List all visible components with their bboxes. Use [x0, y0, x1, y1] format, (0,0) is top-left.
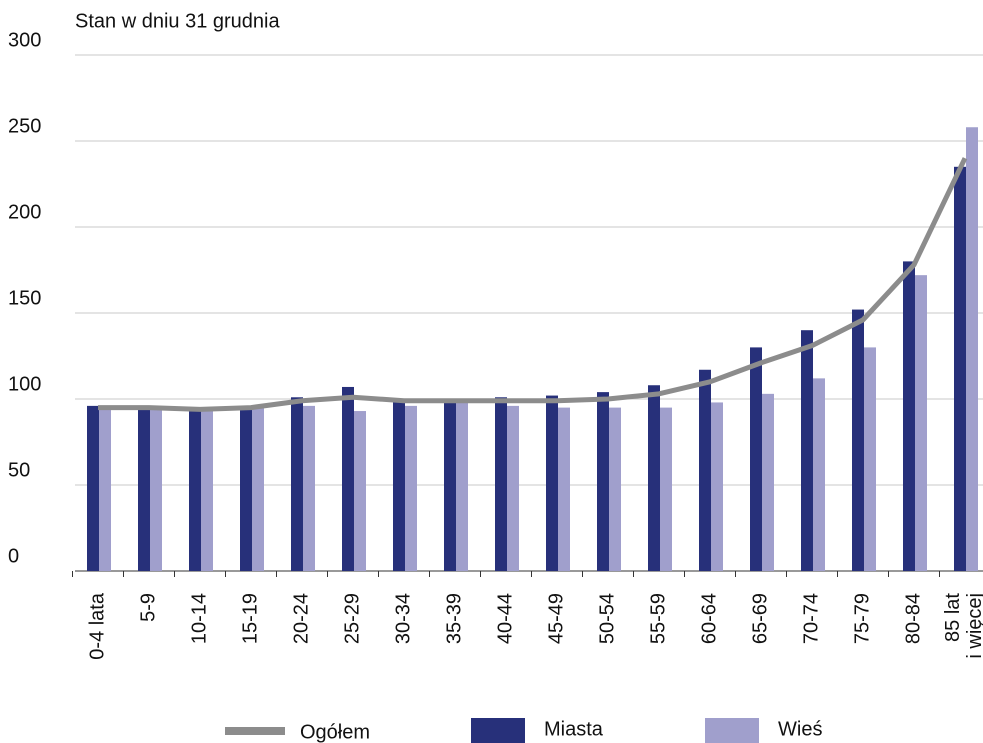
bar	[201, 409, 213, 571]
x-tick-label: 0-4 lata	[86, 592, 108, 660]
line	[98, 157, 968, 412]
x-tick-label: 80-84	[902, 593, 924, 644]
bar	[852, 309, 864, 571]
bar	[954, 166, 966, 572]
bar	[303, 405, 315, 571]
x-tick-label: 5-9	[137, 593, 159, 622]
x-tick-label: 55-59	[647, 593, 669, 644]
legend-swatch	[225, 727, 285, 735]
bar	[354, 411, 366, 571]
bar	[648, 385, 660, 571]
x-tick-label: 10-14	[188, 593, 210, 644]
x-tick-label-line: 85 lat	[942, 593, 964, 642]
legend-swatch	[705, 718, 759, 743]
x-tick-label: 40-44	[494, 593, 516, 644]
y-tick-label: 150	[8, 287, 41, 309]
y-tick-label: 100	[8, 373, 41, 395]
bar	[240, 407, 252, 571]
x-tick-label: 35-39	[443, 593, 465, 644]
bar	[546, 395, 558, 571]
bar	[87, 405, 99, 571]
x-tick-label: 20-24	[290, 593, 312, 644]
x-tick-label: 85 lati więcej	[942, 593, 983, 659]
bar	[444, 400, 456, 571]
bar	[813, 378, 825, 571]
bar	[660, 407, 672, 571]
bar	[138, 407, 150, 571]
bar	[903, 261, 915, 571]
x-tick-label: 45-49	[545, 593, 567, 644]
bar	[966, 127, 978, 572]
legend-label: Miasta	[544, 718, 604, 740]
bar	[915, 275, 927, 571]
x-tick-label: 60-64	[698, 593, 720, 644]
bar	[801, 330, 813, 571]
x-tick-label: 75-79	[851, 593, 873, 644]
y-tick-label: 300	[8, 29, 41, 51]
bar	[99, 407, 111, 571]
bar	[252, 407, 264, 571]
y-tick-label: 0	[8, 545, 19, 567]
bar	[750, 347, 762, 571]
bar	[864, 347, 876, 571]
bar	[150, 407, 162, 571]
bar	[456, 400, 468, 571]
bar	[558, 407, 570, 571]
bar	[711, 402, 723, 571]
legend-swatch	[471, 718, 525, 743]
y-tick-label: 50	[8, 459, 30, 481]
bar	[189, 409, 201, 571]
x-tick-label: 25-29	[341, 593, 363, 644]
y-tick-label: 200	[8, 201, 41, 223]
chart-subtitle: Stan w dniu 31 grudnia	[75, 10, 280, 32]
bar	[762, 393, 774, 571]
x-tick-label-line: i więcej	[964, 593, 983, 659]
bar	[609, 407, 621, 571]
bar	[495, 397, 507, 571]
bar	[342, 386, 354, 571]
legend-label: Wieś	[778, 718, 822, 740]
x-tick-label: 15-19	[239, 593, 261, 644]
bar	[393, 399, 405, 571]
legend-label: Ogółem	[300, 721, 370, 743]
bar	[597, 392, 609, 571]
x-tick-label: 30-34	[392, 593, 414, 644]
bar	[699, 369, 711, 571]
bar	[405, 405, 417, 571]
y-tick-label: 250	[8, 115, 41, 137]
x-tick-label: 70-74	[800, 593, 822, 644]
bar	[291, 397, 303, 571]
x-tick-label: 65-69	[749, 593, 771, 644]
x-tick-label: 50-54	[596, 593, 618, 644]
bar	[507, 405, 519, 571]
